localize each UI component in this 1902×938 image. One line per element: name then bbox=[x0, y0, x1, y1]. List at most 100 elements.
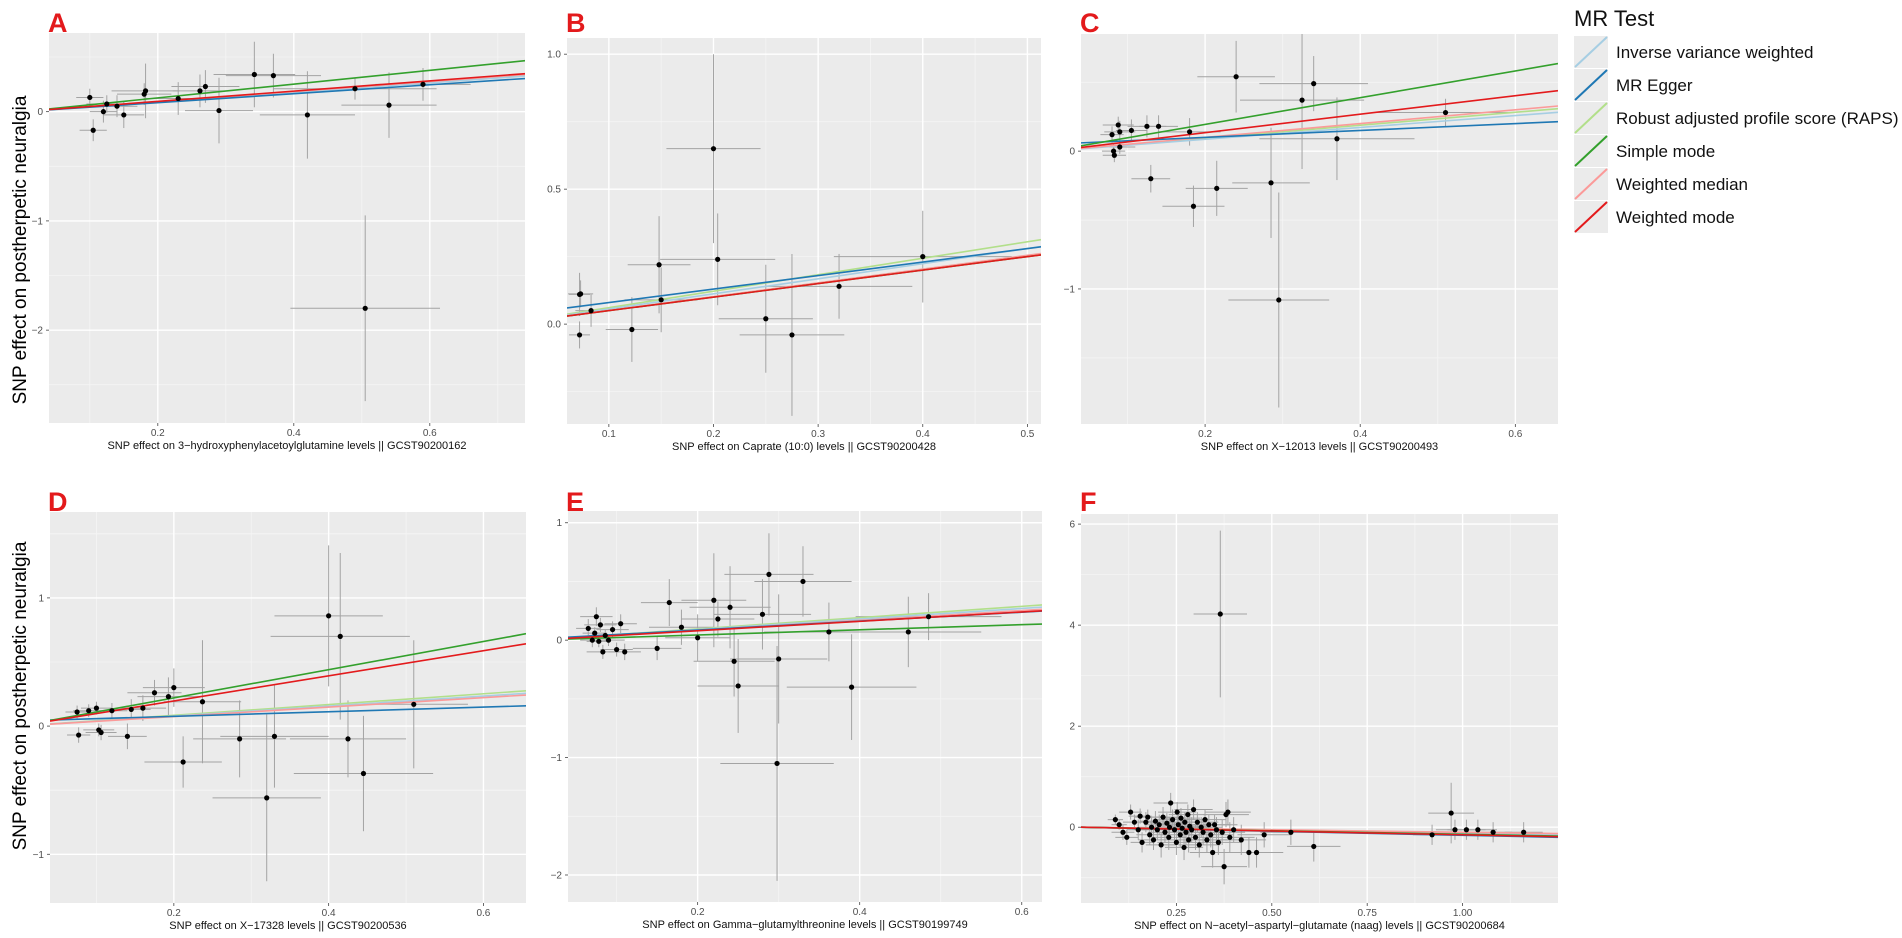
x-tick-label-f: 0.25 bbox=[1167, 908, 1187, 919]
snp-point bbox=[1190, 806, 1197, 813]
snp-point bbox=[326, 613, 332, 619]
snp-point bbox=[1429, 832, 1435, 838]
x-tick-label-a: 0.4 bbox=[287, 428, 301, 439]
snp-point bbox=[1128, 127, 1135, 134]
panel-label-f: F bbox=[1080, 487, 1097, 517]
snp-point bbox=[197, 88, 203, 94]
snp-point bbox=[602, 632, 608, 639]
snp-point bbox=[1124, 834, 1130, 840]
snp-point bbox=[90, 127, 96, 133]
snp-point bbox=[1190, 203, 1197, 209]
snp-point bbox=[199, 699, 206, 705]
snp-point bbox=[578, 291, 584, 297]
snp-point bbox=[1213, 827, 1220, 833]
snp-point bbox=[93, 705, 100, 711]
snp-point bbox=[362, 305, 368, 311]
snp-point bbox=[1166, 824, 1173, 830]
legend-item-weighted-mode: Weighted mode bbox=[1572, 201, 1892, 233]
snp-point bbox=[727, 604, 733, 610]
snp-point bbox=[1164, 820, 1170, 826]
snp-point bbox=[1144, 123, 1150, 129]
regression-line-simple-mode bbox=[50, 632, 526, 722]
y-tick-label-e: 0 bbox=[556, 636, 562, 647]
snp-point bbox=[1173, 839, 1179, 845]
snp-point bbox=[271, 733, 278, 739]
legend-label-simple-mode: Simple mode bbox=[1616, 142, 1716, 161]
snp-point bbox=[1120, 829, 1126, 835]
snp-point bbox=[1225, 809, 1231, 815]
regression-line-weighted-mode bbox=[568, 610, 1042, 640]
x-tick-label-b: 0.4 bbox=[916, 429, 930, 440]
snp-point bbox=[589, 637, 595, 643]
snp-point bbox=[776, 656, 782, 662]
legend-key-ivw bbox=[1574, 36, 1608, 68]
regression-line-weighted-mode bbox=[1081, 89, 1558, 149]
snp-point bbox=[1221, 864, 1227, 870]
x-axis-label-b: SNP effect on Caprate (10:0) levels || G… bbox=[672, 441, 936, 453]
snp-point bbox=[1238, 837, 1244, 843]
panel-b: 0.1 0.2 0.3 0.4 0.5 0.0 0.5 1.0 SNP effect on Ca… bbox=[547, 8, 1041, 453]
snp-point bbox=[1110, 148, 1117, 154]
snp-point bbox=[609, 626, 616, 633]
regression-line-weighted-mode bbox=[1081, 826, 1558, 838]
snp-point bbox=[715, 256, 721, 262]
snp-point bbox=[1137, 813, 1143, 819]
x-tick-label-f: 0.50 bbox=[1262, 908, 1282, 919]
snp-point bbox=[352, 86, 358, 92]
legend-label-ivw: Inverse variance weighted bbox=[1616, 43, 1814, 62]
snp-point bbox=[1145, 814, 1151, 820]
snp-point bbox=[124, 733, 130, 739]
snp-point bbox=[656, 262, 662, 268]
x-tick-label-c: 0.2 bbox=[1198, 429, 1212, 440]
x-tick-label-b: 0.5 bbox=[1020, 429, 1034, 440]
snp-point bbox=[836, 283, 842, 289]
snp-point bbox=[171, 685, 177, 691]
snp-point bbox=[622, 649, 628, 655]
legend-key-raps bbox=[1574, 102, 1608, 134]
x-axis-label-f: SNP effect on N−acetyl−aspartyl−glutamat… bbox=[1134, 920, 1505, 932]
snp-point bbox=[74, 709, 80, 715]
snp-point bbox=[76, 732, 82, 738]
snp-point bbox=[1475, 827, 1481, 833]
snp-point bbox=[596, 638, 602, 644]
snp-point bbox=[1206, 822, 1212, 828]
legend: MR Test Inverse variance weighted MR Egg… bbox=[1572, 0, 1899, 240]
snp-point bbox=[1227, 834, 1233, 840]
snp-point bbox=[337, 633, 343, 639]
snp-point bbox=[1147, 832, 1153, 838]
panel-label-c: C bbox=[1080, 8, 1100, 38]
snp-point bbox=[1112, 817, 1118, 823]
snp-point bbox=[695, 635, 701, 641]
snp-point bbox=[585, 625, 591, 632]
x-tick-label-e: 0.4 bbox=[853, 907, 867, 918]
snp-point bbox=[1128, 809, 1134, 815]
snp-point bbox=[1452, 827, 1458, 833]
snp-point bbox=[1154, 827, 1160, 833]
snp-point bbox=[98, 729, 104, 736]
snp-point bbox=[588, 308, 594, 314]
snp-point bbox=[1168, 800, 1174, 806]
snp-point bbox=[1139, 839, 1145, 845]
snp-point bbox=[411, 701, 417, 707]
snp-point bbox=[1233, 74, 1239, 80]
snp-point bbox=[614, 646, 620, 653]
panel-d: 0.2 0.4 0.6 −1 0 1 SNP effect on X−17328 level… bbox=[33, 487, 526, 932]
y-tick-label-f: 6 bbox=[1069, 520, 1075, 531]
x-axis-label-d: SNP effect on X−17328 levels || GCST9020… bbox=[169, 920, 406, 932]
snp-point bbox=[1175, 822, 1181, 828]
snp-point bbox=[264, 795, 270, 801]
snp-point bbox=[1171, 827, 1178, 833]
snp-point bbox=[1299, 97, 1305, 103]
snp-point bbox=[1109, 132, 1115, 138]
snp-point bbox=[1311, 843, 1317, 850]
snp-point bbox=[1231, 827, 1237, 833]
snp-point bbox=[1158, 842, 1164, 848]
snp-point bbox=[605, 637, 612, 643]
y-tick-label-c: 0 bbox=[1069, 147, 1075, 158]
snp-point bbox=[1246, 849, 1252, 856]
snp-point bbox=[1179, 825, 1185, 831]
regression-line-mr-egger bbox=[567, 245, 1041, 309]
snp-point bbox=[1194, 819, 1200, 825]
snp-point bbox=[142, 88, 149, 94]
y-tick-label-a: −1 bbox=[32, 216, 44, 227]
